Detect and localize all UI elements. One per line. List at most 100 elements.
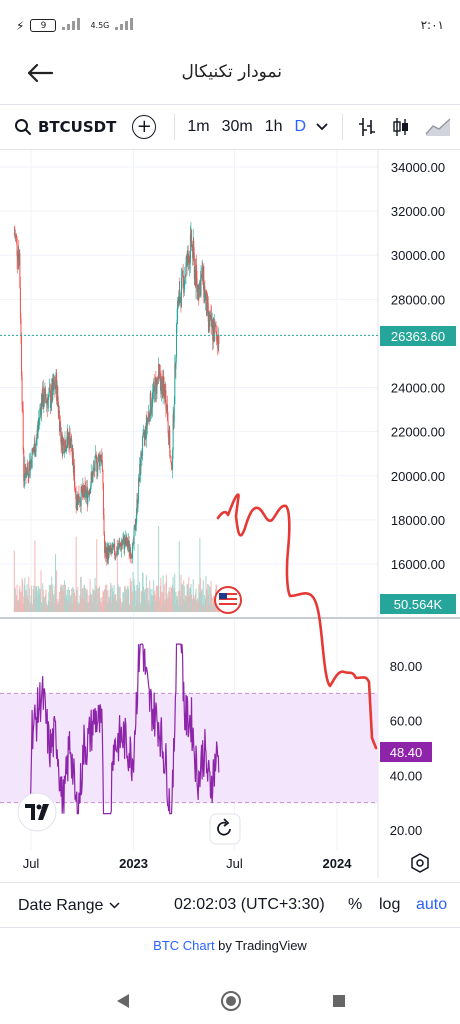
candle-body <box>214 323 216 326</box>
volume-bar <box>211 605 213 612</box>
volume-bar <box>120 605 122 612</box>
volume-bar <box>44 602 46 612</box>
signal-icon <box>62 18 84 33</box>
candle-body <box>192 241 194 259</box>
percent-scale-toggle[interactable]: % <box>348 896 363 913</box>
candle-body <box>117 548 119 553</box>
candle-body <box>36 429 38 438</box>
back-button[interactable] <box>20 56 60 90</box>
candle-body <box>62 439 64 454</box>
network-type: 4.5G <box>90 21 110 30</box>
volume-bar <box>75 600 77 612</box>
candle-body <box>18 253 20 264</box>
candle-body <box>174 363 176 405</box>
volume-bar <box>80 577 82 612</box>
tradingview-logo[interactable] <box>17 792 57 832</box>
nav-back-button[interactable] <box>108 986 138 1016</box>
volume-bar <box>65 584 67 612</box>
candle-body <box>75 494 77 509</box>
area-style-button[interactable] <box>425 116 451 138</box>
volume-bar <box>212 602 214 612</box>
volume-bar <box>141 593 143 612</box>
candle-body <box>204 295 206 301</box>
rsi-line <box>22 643 220 815</box>
btc-chart-link[interactable]: BTC Chart <box>153 938 215 953</box>
reset-chart-button[interactable] <box>209 813 241 845</box>
candle-body <box>197 285 199 293</box>
candle-body <box>81 491 83 496</box>
time-axis: Jul 2023 Jul 2024 <box>23 856 353 871</box>
us-flag-icon[interactable] <box>214 586 242 614</box>
volume-bar <box>19 600 21 612</box>
candle-body <box>129 548 131 558</box>
volume-bar <box>210 580 212 612</box>
volume-bar <box>91 594 93 612</box>
interval-30m[interactable]: 30m <box>221 117 253 135</box>
interval-1h[interactable]: 1h <box>264 117 283 135</box>
candle-body <box>161 377 163 379</box>
volume-bar <box>193 595 195 612</box>
volume-bar <box>213 595 215 612</box>
volume-bar <box>166 593 168 612</box>
candle-body <box>85 492 87 498</box>
candle-body <box>124 538 126 545</box>
time-tick-label: 2023 <box>119 856 148 871</box>
volume-bar <box>116 601 118 612</box>
price-tick-label: 18000.00 <box>391 513 445 528</box>
candle-body <box>50 390 52 409</box>
volume-bar <box>46 605 48 612</box>
symbol-search-button[interactable]: BTCUSDT <box>14 118 116 136</box>
candle-body <box>191 230 193 247</box>
candle-body <box>104 534 106 553</box>
candle-body <box>172 450 174 470</box>
candle-body <box>17 256 19 261</box>
candles-style-button[interactable] <box>391 116 411 138</box>
settings-button[interactable] <box>411 853 429 873</box>
system-nav-bar <box>0 976 460 1024</box>
volume-bar <box>153 579 155 612</box>
candle-body <box>201 267 203 275</box>
date-range-button[interactable]: Date Range <box>18 897 120 915</box>
volume-bar <box>61 590 63 612</box>
volume-bar <box>168 591 170 612</box>
date-range-label: Date Range <box>18 896 104 914</box>
candle-body <box>85 487 87 498</box>
auto-scale-toggle[interactable]: auto <box>416 896 448 913</box>
nav-recents-button[interactable] <box>324 986 354 1016</box>
volume-bar <box>129 604 131 612</box>
status-icons: ⚡ 9 4.5G <box>16 18 137 33</box>
candle-body <box>26 467 28 476</box>
candle-body <box>188 258 190 269</box>
nav-home-button[interactable] <box>216 986 246 1016</box>
volume-bar <box>26 598 28 612</box>
bars-style-button[interactable] <box>357 116 377 138</box>
search-icon <box>15 118 31 135</box>
volume-bar <box>79 595 81 612</box>
candle-body <box>21 375 23 405</box>
volume-bar <box>42 589 44 612</box>
volume-bar <box>93 590 95 612</box>
candle-body <box>210 314 212 316</box>
candle-body <box>54 384 56 390</box>
candle-body <box>31 448 33 468</box>
interval-dropdown-button[interactable] <box>316 122 328 131</box>
candle-body <box>90 472 92 486</box>
candle-body <box>199 280 201 283</box>
interval-1m[interactable]: 1m <box>187 117 210 135</box>
candle-body <box>150 393 152 414</box>
clock-timezone[interactable]: 02:02:03 (UTC+3:30) <box>174 896 325 913</box>
volume-bar <box>74 596 76 612</box>
chart-area[interactable]: 34000.00 32000.00 30000.00 28000.00 24000.00… <box>0 150 460 878</box>
volume-bar <box>117 584 119 612</box>
compare-symbol-button[interactable]: + <box>132 114 157 139</box>
interval-d[interactable]: D <box>294 117 307 135</box>
volume-bar <box>127 585 129 612</box>
volume-bar <box>157 585 159 612</box>
volume-bar <box>95 590 97 612</box>
log-scale-toggle[interactable]: log <box>379 896 401 913</box>
freehand-drawing[interactable] <box>216 493 378 750</box>
volume-bar <box>53 594 55 612</box>
candle-body <box>63 451 65 454</box>
volume-bar <box>62 585 64 612</box>
volume-bar <box>197 598 199 612</box>
